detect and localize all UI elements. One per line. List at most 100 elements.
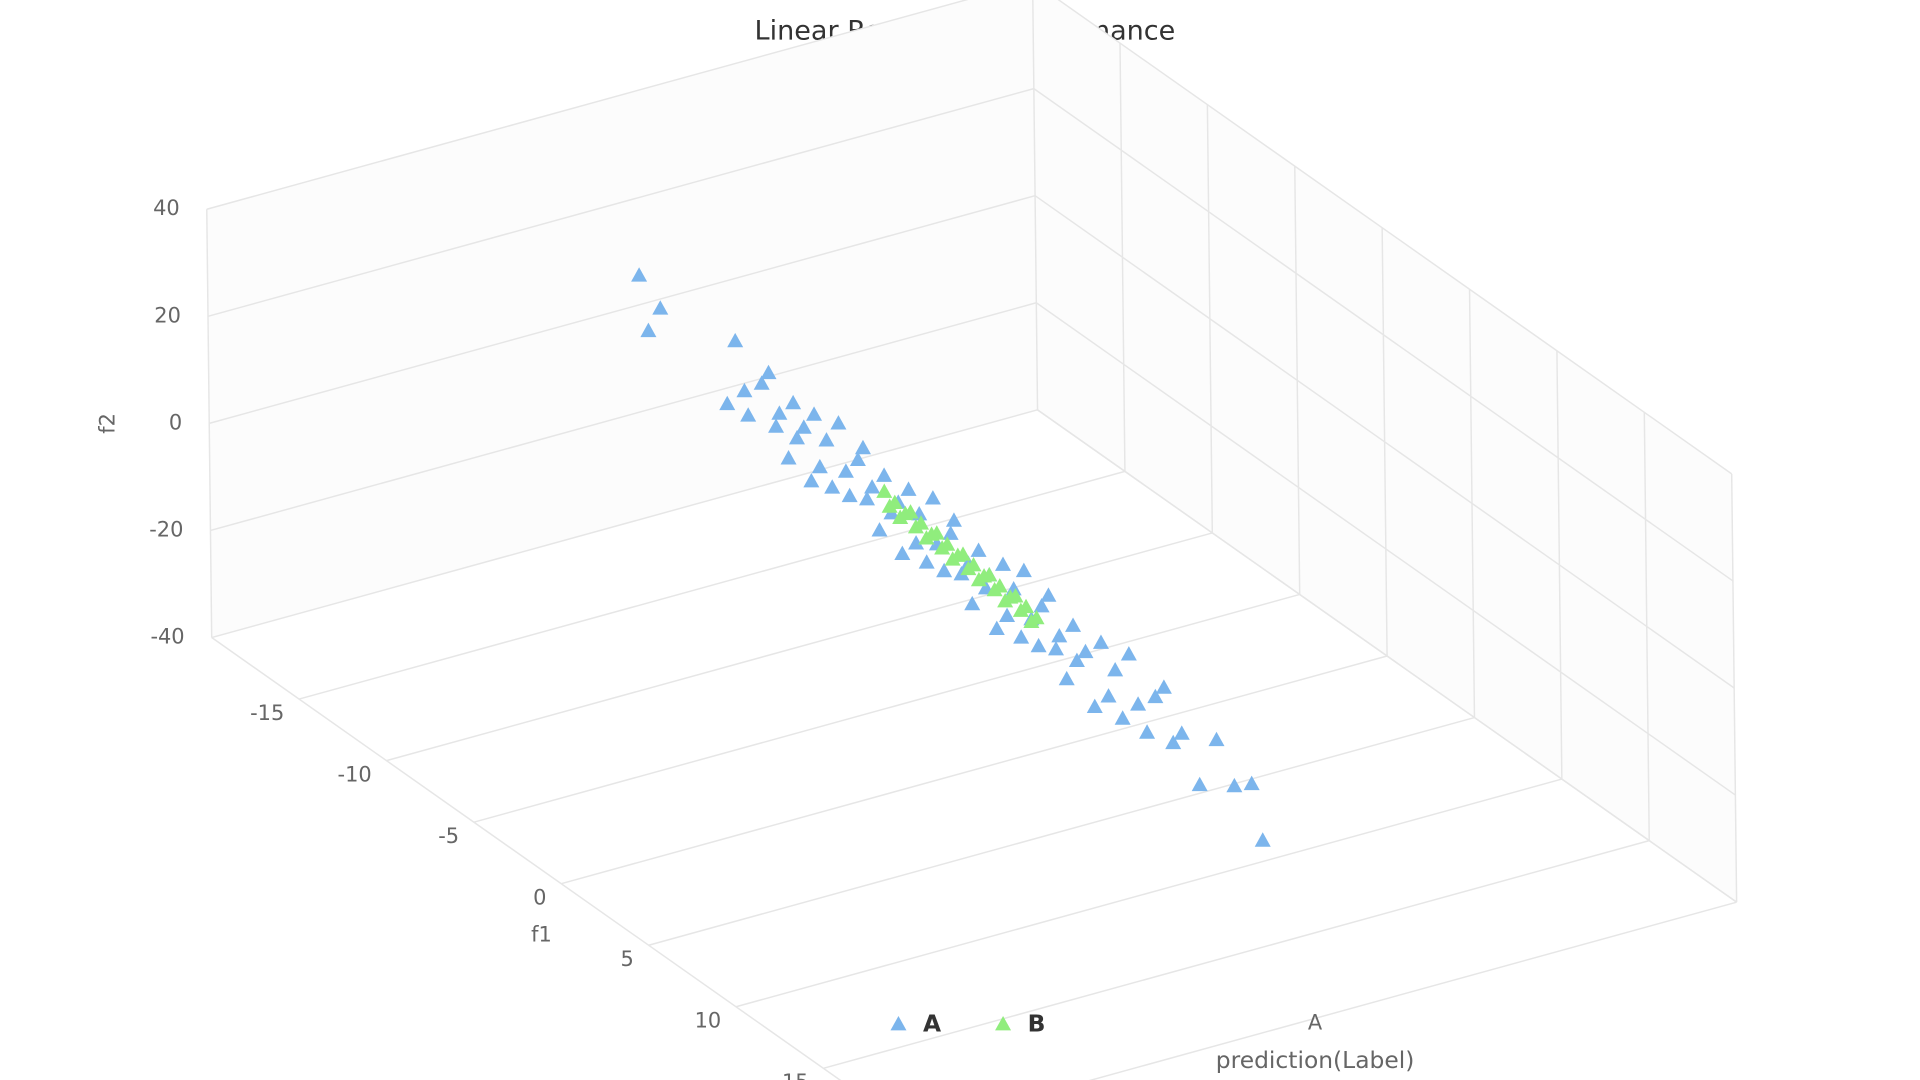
data-point (780, 450, 797, 465)
data-point (1100, 688, 1117, 703)
data-point (652, 300, 669, 315)
data-point (753, 375, 770, 390)
data-point (1030, 637, 1047, 653)
data-point (1015, 562, 1032, 578)
data-point (803, 473, 820, 488)
grid-line (386, 532, 1213, 762)
data-point (1086, 698, 1103, 714)
grid-line (298, 470, 1126, 700)
data-point (859, 490, 876, 506)
data-point (1173, 725, 1190, 740)
legend-label[interactable]: B (1028, 1010, 1046, 1038)
grid-line (1119, 43, 1126, 472)
data-point (1165, 734, 1182, 750)
data-point (1092, 634, 1109, 649)
data-point (1028, 609, 1045, 625)
data-point (970, 542, 987, 557)
data-point (788, 429, 805, 445)
grid-line (823, 839, 1650, 1070)
data-point (965, 556, 982, 572)
data-point (886, 494, 903, 510)
side-wall (206, 0, 1038, 638)
data-point (1147, 688, 1164, 704)
x-axis-title: prediction(Label) (1216, 1046, 1415, 1074)
data-point (918, 554, 935, 569)
data-point (768, 418, 785, 433)
y-tick-label: 40 (153, 196, 180, 220)
y-tick-label: -20 (149, 517, 183, 541)
data-point (1120, 646, 1137, 661)
z-tick-label: 0 (533, 885, 546, 909)
data-point (945, 512, 962, 527)
y-tick-label: -40 (150, 625, 184, 649)
data-point (1208, 731, 1225, 747)
grid-line (1381, 227, 1388, 657)
data-point (999, 607, 1016, 623)
data-point (640, 322, 657, 338)
data-point (740, 407, 757, 422)
y-tick-label: 0 (169, 410, 182, 434)
data-point (900, 481, 917, 496)
x-tick-label: A (1308, 1010, 1323, 1034)
data-point (939, 536, 956, 551)
data-point (806, 406, 823, 421)
grid-line (207, 87, 1035, 318)
grid-line (1468, 289, 1476, 718)
data-point (1047, 641, 1064, 656)
z-tick-label: -5 (438, 824, 459, 848)
data-point (876, 483, 893, 498)
grid-line (735, 778, 1563, 1008)
axis-edge (211, 636, 842, 1080)
data-point (902, 504, 919, 519)
data-point (1114, 710, 1131, 725)
data-point (1243, 775, 1260, 791)
grid-line (206, 0, 969, 210)
data-point (1068, 652, 1085, 667)
data-point (841, 487, 858, 503)
axis-edge (1088, 901, 1737, 1080)
data-point (719, 395, 736, 411)
grid-line (473, 593, 1300, 823)
data-point (837, 463, 854, 478)
grid-line (1294, 166, 1301, 595)
data-point (876, 467, 893, 482)
data-point (824, 479, 841, 494)
data-point (908, 535, 925, 550)
data-point (727, 332, 744, 348)
y-axis-title: f2 (95, 413, 119, 434)
z-tick-label: 15 (782, 1070, 809, 1080)
y-tick-label: 20 (154, 303, 181, 327)
data-point (994, 556, 1011, 571)
z-tick-label: 5 (621, 947, 634, 971)
data-point (811, 458, 828, 474)
data-point (795, 419, 812, 434)
data-point (942, 525, 959, 540)
grid-line (210, 302, 1037, 532)
data-point (849, 451, 866, 467)
legend-marker (890, 1016, 907, 1031)
data-point (928, 525, 945, 540)
data-point (988, 620, 1005, 636)
data-point (913, 515, 930, 530)
grid-line (648, 716, 1475, 946)
data-point (1058, 670, 1075, 686)
data-point (991, 578, 1008, 593)
data-point (955, 546, 972, 561)
data-point (1007, 588, 1024, 603)
data-point (1139, 724, 1156, 739)
grid-line (209, 194, 1036, 425)
grid-line (1643, 412, 1650, 841)
legend-label[interactable]: A (923, 1010, 941, 1038)
data-point (1254, 832, 1271, 847)
data-point (1065, 617, 1082, 632)
data-point (854, 439, 871, 455)
data-point (1040, 587, 1057, 602)
grid-line (1556, 350, 1563, 780)
data-point (871, 522, 888, 537)
data-point (830, 415, 847, 430)
data-point (1226, 777, 1243, 793)
grid-line (561, 655, 1388, 885)
z-tick-label: 10 (695, 1009, 722, 1033)
data-point (1155, 679, 1172, 694)
